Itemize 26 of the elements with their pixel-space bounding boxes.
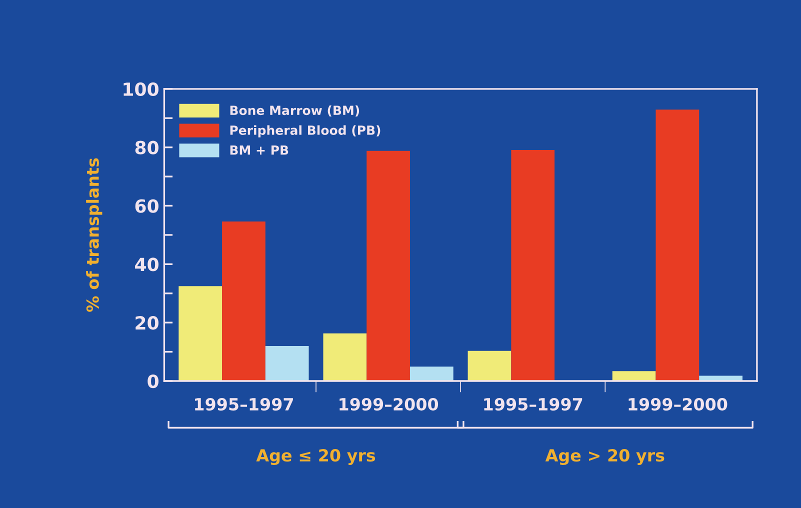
y-tick-label: 60 bbox=[135, 199, 158, 213]
legend-label: Bone Marrow (BM) bbox=[230, 105, 360, 117]
y-tick-label: 20 bbox=[136, 316, 158, 330]
x-tick-label: 1995–1997 bbox=[484, 398, 582, 411]
bar bbox=[612, 371, 656, 381]
bar bbox=[511, 150, 555, 381]
text: Age > 20 yrs bbox=[545, 449, 664, 466]
y-tick-label: 100 bbox=[124, 82, 158, 96]
bar bbox=[366, 150, 410, 381]
legend-label: BM + PB bbox=[230, 146, 288, 155]
bar bbox=[410, 366, 454, 381]
bar bbox=[265, 346, 309, 381]
x-tick-label: 1995–1997 bbox=[195, 398, 293, 411]
y-tick-label: 80 bbox=[135, 140, 158, 154]
y-axis-title: % of transplants bbox=[86, 158, 102, 312]
legend-label: Peripheral Blood (PB) bbox=[230, 125, 380, 138]
bar bbox=[178, 286, 222, 381]
y-tick-label: 40 bbox=[135, 258, 158, 272]
bar bbox=[656, 110, 700, 381]
bar bbox=[323, 333, 367, 381]
x-tick-label: 1999–2000 bbox=[340, 398, 438, 411]
bar bbox=[468, 350, 512, 381]
x-tick-label: 1999–2000 bbox=[628, 398, 728, 411]
text: Age ≤ 20 yrs bbox=[256, 449, 376, 466]
y-tick-label: 0 bbox=[148, 374, 158, 388]
bar bbox=[222, 222, 266, 381]
